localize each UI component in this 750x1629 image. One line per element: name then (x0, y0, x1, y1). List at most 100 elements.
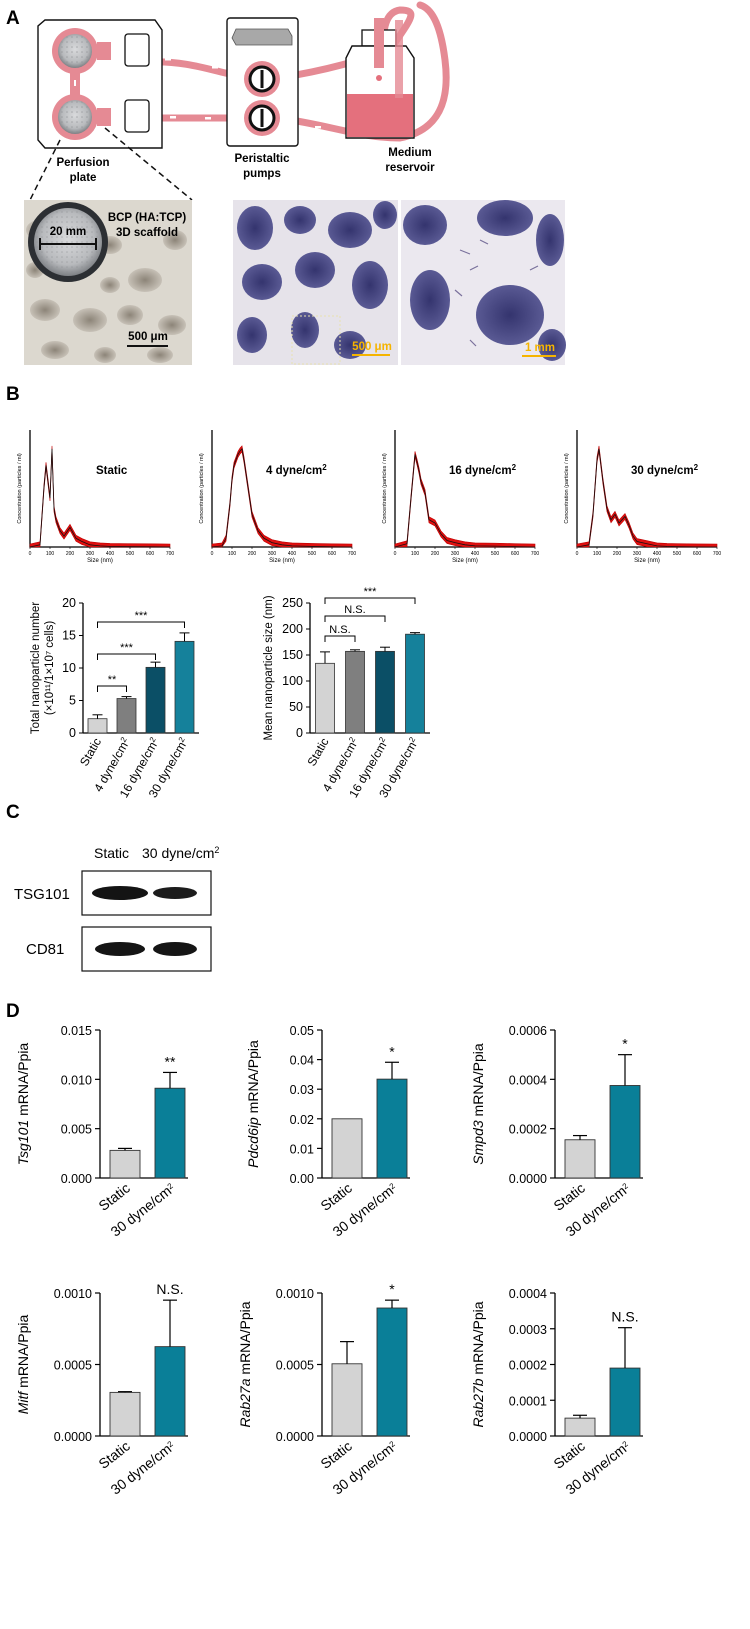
y-axis-label: Mean nanoparticle size (nm) (263, 595, 275, 740)
y-tick-label: 0.0002 (509, 1123, 547, 1137)
y-axis-label: (×10¹¹/1×10⁷ cells) (44, 621, 56, 715)
significance-label: N.S. (344, 604, 365, 616)
perfusion-plate (37, 19, 163, 149)
nta-xtick-label: 500 (126, 551, 135, 557)
significance-label: N.S. (611, 1309, 638, 1325)
pump-head (231, 28, 293, 46)
bar-1 (609, 1085, 641, 1179)
band-tsg101-static (92, 886, 148, 900)
chart-rab27a: 0.0000 0.0005 0.0010 Rab27a mRNA/Ppia Static… (237, 1281, 410, 1498)
y-tick-label: 0.04 (290, 1054, 314, 1068)
nta-plot-0: 0 100 200 300 400 500 600 700 Size (nm) Concentra… (17, 430, 174, 564)
x-tick-label: Static (95, 1180, 132, 1214)
y-tick-label: 0.005 (61, 1123, 92, 1137)
x-tick-label: Static (317, 1180, 354, 1214)
nta-xtick-label: 200 (613, 551, 622, 557)
nta-xtick-label: 0 (211, 551, 214, 557)
nta-plot-3: 0 100 200 300 400 500 600 700 Size (nm) Concentra… (564, 430, 721, 564)
nta-axes (29, 430, 170, 548)
significance-label: ** (108, 674, 117, 686)
nta-xtick-label: 100 (46, 551, 55, 557)
y-tick-label: 0.010 (61, 1073, 92, 1087)
y-tick-label: 0.02 (290, 1113, 314, 1127)
nta-mean-line (576, 448, 718, 548)
panel-c: C Static 30 dyne/cm2 TSG101 CD81 (6, 802, 219, 972)
bar-2 (375, 650, 395, 734)
scale-500um-mid: 500 μm (352, 341, 392, 353)
panel-a-letter: A (6, 8, 20, 29)
band-tsg101-30dyne (153, 887, 197, 899)
y-tick-label: 0 (296, 726, 303, 740)
nta-xlabel: Size (nm) (87, 558, 113, 564)
bar-1 (116, 698, 137, 734)
blot-cd81 (81, 926, 212, 972)
bar-1 (345, 650, 365, 734)
y-tick-label: 0.000 (61, 1172, 92, 1186)
nta-xtick-label: 100 (228, 551, 237, 557)
perfusion-plate-label-1: Perfusion (56, 157, 109, 169)
y-tick-label: 200 (282, 622, 303, 636)
significance-bracket (324, 597, 416, 604)
blot-label-cd81: CD81 (26, 941, 64, 958)
reservoir-label-1: Medium (388, 147, 431, 159)
nta-xtick-label: 700 (166, 551, 175, 557)
significance-bracket (324, 635, 356, 642)
y-tick-label: 0.015 (61, 1024, 92, 1038)
nta-xtick-label: 500 (491, 551, 500, 557)
nta-xtick-label: 300 (451, 551, 460, 557)
nta-xtick-label: 700 (531, 551, 540, 557)
y-tick-label: 0.0005 (276, 1359, 314, 1373)
y-tick-label: 0.03 (290, 1083, 314, 1097)
y-tick-label: 0.0000 (509, 1430, 547, 1444)
significance-bracket (97, 685, 127, 692)
band-cd81-30dyne (153, 942, 197, 956)
nta-xtick-label: 0 (29, 551, 32, 557)
nta-xtick-label: 200 (431, 551, 440, 557)
chart-smpd3: 0.0000 0.0002 0.0004 0.0006 Smpd3 mRNA/Ppia S… (470, 1024, 643, 1240)
panel-b-letter: B (6, 384, 20, 405)
nta-xtick-label: 0 (394, 551, 397, 557)
x-tick-label: Static (95, 1438, 132, 1472)
nta-condition-label: Static (96, 465, 128, 477)
y-tick-label: 0.0001 (509, 1394, 547, 1408)
y-tick-label: 250 (282, 596, 303, 610)
nta-xtick-label: 400 (653, 551, 662, 557)
medium-reservoir (345, 18, 415, 139)
perfusion-plate-label-2: plate (70, 172, 97, 184)
nta-error-band (29, 445, 171, 548)
x-tick-label: Static (317, 1438, 354, 1472)
y-tick-label: 150 (282, 648, 303, 662)
gene-expression-charts: 0.000 0.005 0.010 0.015 Tsg101 mRNA/Ppia Stat… (15, 1024, 643, 1498)
zoom-line-right (104, 127, 193, 201)
bar-2 (145, 666, 166, 734)
x-tick-label: Static (304, 736, 331, 769)
nta-xtick-label: 0 (576, 551, 579, 557)
x-tick-label: Static (550, 1438, 587, 1472)
nta-mean-line (29, 448, 171, 548)
chart-total-nanoparticle-number: 0 5 10 15 20 Total nanoparticle number (×10¹¹/… (30, 596, 199, 800)
significance-bracket (97, 621, 185, 628)
blot-tsg101 (81, 870, 212, 916)
chart-tsg101: 0.000 0.005 0.010 0.015 Tsg101 mRNA/Ppia Stat… (15, 1024, 188, 1240)
nta-xtick-label: 500 (673, 551, 682, 557)
band-cd81-static (95, 942, 145, 956)
scaffold-photo (24, 200, 192, 365)
micrograph-low-mag (233, 200, 398, 365)
significance-label: N.S. (329, 624, 350, 636)
nta-xtick-label: 700 (348, 551, 357, 557)
nta-plot-1: 0 100 200 300 400 500 600 700 Size (nm) Concentra… (199, 430, 356, 564)
pumps-label-2: pumps (243, 168, 281, 180)
significance-label: * (622, 1036, 628, 1052)
scale-1mm: 1 mm (525, 342, 555, 354)
scaffold-title-1: BCP (HA:TCP) (108, 212, 187, 224)
significance-label: * (389, 1281, 395, 1297)
zoom-line-left (29, 139, 61, 201)
y-tick-label: 15 (62, 629, 76, 643)
nta-xtick-label: 400 (106, 551, 115, 557)
nta-ylabel: Concentration (particles / ml) (17, 453, 23, 523)
bar-0 (109, 1391, 141, 1437)
bar-0 (315, 662, 335, 734)
bar-1 (609, 1367, 641, 1437)
